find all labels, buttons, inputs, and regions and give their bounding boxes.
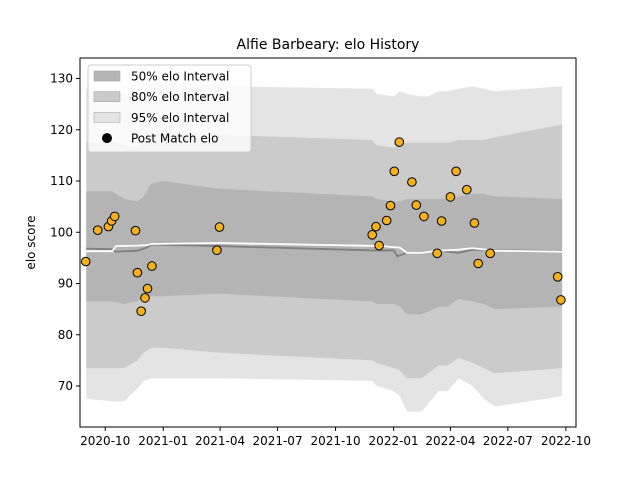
median-elo-line <box>86 242 563 254</box>
x-tick-label: 2020-10 <box>80 434 130 448</box>
legend: 50% elo Interval 80% elo Interval 95% elo … <box>87 64 252 153</box>
x-tick-label: 2022-04 <box>425 434 475 448</box>
legend-swatch <box>93 91 121 102</box>
post-match-elo-point <box>432 248 443 259</box>
y-tick-label: 70 <box>58 379 73 393</box>
legend-swatch <box>93 112 121 123</box>
legend-label: 80% elo Interval <box>131 90 229 104</box>
y-tick-label: 90 <box>58 277 73 291</box>
post-match-elo-point <box>381 215 392 226</box>
legend-box <box>87 64 252 153</box>
post-match-elo-point <box>419 211 429 222</box>
x-tick-label: 2021-01 <box>138 434 188 448</box>
post-match-elo-point <box>92 225 103 235</box>
post-match-elo-point <box>140 293 150 303</box>
post-match-elo-point <box>389 166 400 177</box>
post-match-elo-point <box>374 240 384 251</box>
post-match-elo-point <box>80 256 91 267</box>
y-tick-label: 110 <box>50 174 73 188</box>
mean-elo-line <box>86 243 563 258</box>
post-match-elo-point <box>436 216 447 226</box>
y-tick-label: 100 <box>50 225 73 239</box>
legend-label: 50% elo Interval <box>131 70 229 84</box>
legend-label: 95% elo Interval <box>131 111 229 125</box>
post-match-elo-point <box>214 222 225 232</box>
post-match-elo-point <box>407 177 417 187</box>
post-match-elo-point <box>451 166 461 177</box>
y-axis-label: elo score <box>24 215 38 269</box>
legend-marker <box>102 133 112 144</box>
y-tick-label: 130 <box>50 72 73 86</box>
plot-area <box>80 81 566 412</box>
post-match-elo-point <box>142 283 153 294</box>
post-match-elo-point <box>367 230 378 240</box>
x-tick-label: 2021-10 <box>311 434 361 448</box>
post-match-elo-point <box>462 184 472 195</box>
post-match-elo-point <box>371 221 381 232</box>
x-axis: 2020-10 2021-01 2021-04 2021-07 2021-10 2022-… <box>80 427 591 448</box>
post-match-elo-point <box>132 267 143 278</box>
post-match-elo-point <box>212 245 222 255</box>
post-match-elo-point <box>485 248 496 259</box>
post-match-elo-point <box>385 200 396 211</box>
post-match-elo-point <box>130 225 141 236</box>
y-axis: 70 80 90 100 110 120 130 <box>50 72 80 393</box>
chart-title: Alfie Barbeary: elo History <box>237 37 420 53</box>
legend-label: Post Match elo <box>131 132 218 146</box>
y-tick-label: 80 <box>58 328 73 342</box>
x-tick-label: 2021-04 <box>195 434 245 448</box>
y-tick-label: 120 <box>50 123 73 137</box>
post-match-elo-point <box>469 218 480 228</box>
post-match-elo-point <box>552 272 563 282</box>
post-match-elo-point <box>136 306 146 317</box>
post-match-elo-point <box>473 258 484 269</box>
x-tick-label: 2022-07 <box>483 434 533 448</box>
post-match-elo-point <box>411 200 422 210</box>
post-match-elo-point <box>445 192 456 202</box>
x-tick-label: 2022-10 <box>541 434 591 448</box>
post-match-elo-point <box>147 261 157 271</box>
post-match-elo-point <box>109 211 120 222</box>
x-tick-label: 2021-07 <box>252 434 302 448</box>
legend-swatch <box>93 70 121 82</box>
post-match-elo-point <box>394 137 405 147</box>
post-match-elo-point <box>556 295 566 305</box>
band-50-interval <box>86 181 563 315</box>
plot-frame <box>79 57 577 428</box>
x-tick-label: 2022-01 <box>369 434 419 448</box>
